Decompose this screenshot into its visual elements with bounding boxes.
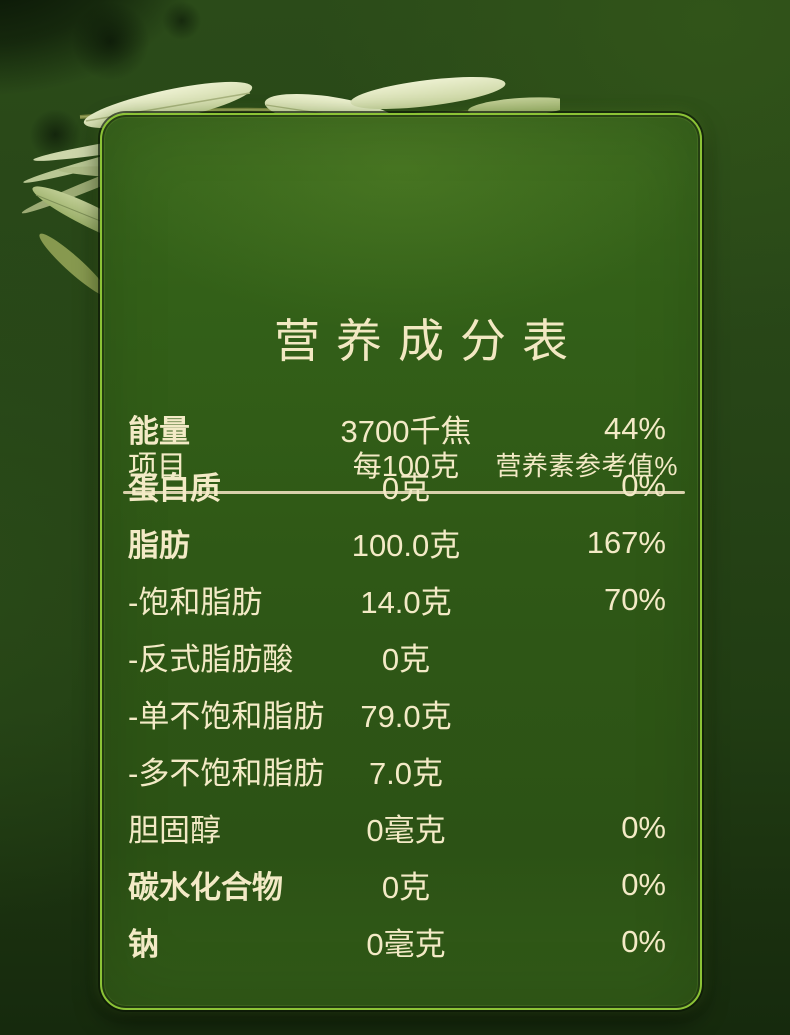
row-nrv: 0% bbox=[621, 809, 666, 845]
row-value: 14.0克 bbox=[360, 585, 452, 620]
table-row: -反式脂肪酸 0克 bbox=[128, 628, 678, 685]
row-value: 0克 bbox=[381, 471, 431, 506]
row-label: 能量 bbox=[128, 414, 190, 449]
row-label: 钠 bbox=[128, 927, 159, 962]
page-title: 营养成分表 bbox=[102, 315, 700, 367]
row-value: 100.0克 bbox=[351, 528, 461, 563]
row-label: 碳水化合物 bbox=[128, 870, 283, 905]
table-row: 能量 3700千焦 44% bbox=[128, 400, 678, 457]
row-value: 0毫克 bbox=[366, 813, 446, 848]
row-label: -单不饱和脂肪 bbox=[128, 699, 325, 734]
table-row: 胆固醇 0毫克 0% bbox=[128, 799, 678, 856]
row-nrv: 44% bbox=[603, 410, 666, 446]
row-nrv: 0% bbox=[621, 467, 666, 503]
table-row: 碳水化合物 0克 0% bbox=[128, 856, 678, 913]
header-nrv: 营养素参考值% bbox=[495, 450, 678, 481]
row-label: -反式脂肪酸 bbox=[128, 642, 294, 677]
row-label: -多不饱和脂肪 bbox=[128, 756, 325, 791]
table-row: -单不饱和脂肪 79.0克 bbox=[128, 685, 678, 742]
page-title-text: 营养成分表 bbox=[274, 314, 584, 368]
row-value: 3700千焦 bbox=[340, 414, 472, 449]
row-label: 胆固醇 bbox=[128, 813, 221, 848]
table-row: 钠 0毫克 0% bbox=[128, 913, 678, 970]
row-label: -饱和脂肪 bbox=[128, 585, 263, 620]
row-nrv: 0% bbox=[621, 923, 666, 959]
row-nrv: 167% bbox=[586, 524, 666, 560]
table-row: -多不饱和脂肪 7.0克 bbox=[128, 742, 678, 799]
nutrition-table-header: 项目 每100克 营养素参考值% bbox=[128, 443, 678, 484]
row-value: 0克 bbox=[381, 642, 431, 677]
row-nrv: 70% bbox=[603, 581, 666, 617]
table-row: 蛋白质 0克 0% bbox=[128, 457, 678, 514]
table-row: -饱和脂肪 14.0克 70% bbox=[128, 571, 678, 628]
row-nrv: 0% bbox=[621, 866, 666, 902]
table-row: 脂肪 100.0克 167% bbox=[128, 514, 678, 571]
row-value: 7.0克 bbox=[368, 756, 444, 791]
nutrition-facts-panel: 营养成分表 项目 每100克 营养素参考值% 能量 3700千焦 44% 蛋白质… bbox=[100, 113, 702, 1010]
row-label: 蛋白质 bbox=[128, 471, 221, 506]
row-value: 0毫克 bbox=[366, 927, 446, 962]
row-value: 79.0克 bbox=[360, 699, 452, 734]
header-item: 项目 bbox=[128, 451, 187, 483]
nutrition-table-body: 能量 3700千焦 44% 蛋白质 0克 0% 脂肪 100.0克 167% -… bbox=[128, 400, 678, 970]
header-divider-line bbox=[123, 491, 685, 494]
header-per100g: 每100克 bbox=[352, 451, 460, 483]
row-value: 0克 bbox=[381, 870, 431, 905]
row-label: 脂肪 bbox=[128, 528, 190, 563]
